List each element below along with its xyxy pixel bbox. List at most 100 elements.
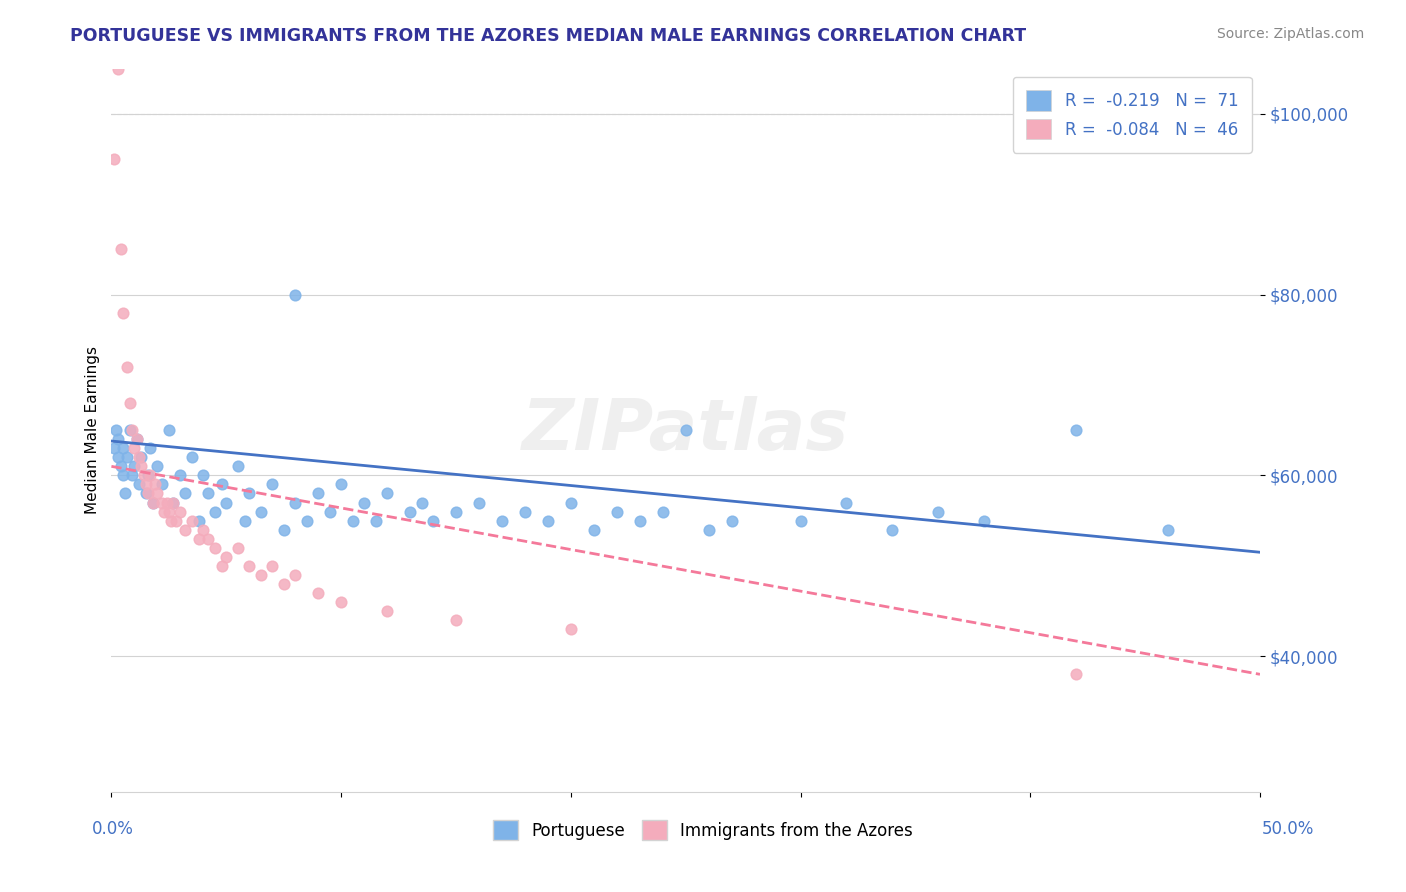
Point [162, 495, 184, 509]
Point [211, 558, 233, 573]
Point [411, 495, 433, 509]
Point [422, 514, 444, 528]
Point [606, 505, 628, 519]
Point [330, 595, 353, 609]
Point [117, 450, 139, 465]
Point [111, 306, 134, 320]
Point [150, 477, 173, 491]
Point [139, 468, 162, 483]
Point [882, 523, 904, 537]
Point [103, 152, 125, 166]
Point [193, 468, 215, 483]
Point [1064, 423, 1087, 437]
Point [249, 505, 271, 519]
Point [136, 468, 159, 483]
Point [150, 495, 173, 509]
Point [675, 423, 697, 437]
Point [110, 243, 132, 257]
Legend: Portuguese, Immigrants from the Azores: Portuguese, Immigrants from the Azores [485, 812, 921, 848]
Point [155, 495, 177, 509]
Point [318, 505, 340, 519]
Point [169, 505, 191, 519]
Point [117, 359, 139, 374]
Point [307, 486, 329, 500]
Point [153, 505, 176, 519]
Point [651, 505, 673, 519]
Point [226, 459, 249, 474]
Point [125, 432, 148, 446]
Point [124, 442, 146, 456]
Point [174, 523, 197, 537]
Legend: R =  -0.219   N =  71, R =  -0.084   N =  46: R = -0.219 N = 71, R = -0.084 N = 46 [1012, 77, 1251, 153]
Point [226, 541, 249, 555]
Point [132, 468, 155, 483]
Point [146, 486, 169, 500]
Point [129, 450, 152, 465]
Point [107, 432, 129, 446]
Point [238, 486, 260, 500]
Point [238, 558, 260, 573]
Point [111, 442, 134, 456]
Text: ZIPatlas: ZIPatlas [522, 396, 849, 465]
Point [537, 514, 560, 528]
Point [125, 432, 148, 446]
Point [157, 423, 180, 437]
Point [582, 523, 605, 537]
Point [330, 477, 353, 491]
Point [139, 442, 162, 456]
Point [273, 577, 295, 591]
Point [262, 477, 284, 491]
Point [160, 514, 183, 528]
Point [835, 495, 858, 509]
Point [973, 514, 995, 528]
Point [399, 505, 422, 519]
Point [180, 514, 202, 528]
Point [233, 514, 256, 528]
Point [1157, 523, 1180, 537]
Point [121, 423, 143, 437]
Point [124, 459, 146, 474]
Point [135, 486, 157, 500]
Point [174, 486, 197, 500]
Point [193, 523, 215, 537]
Point [204, 541, 226, 555]
Point [111, 468, 134, 483]
Point [284, 567, 307, 582]
Point [284, 495, 307, 509]
Point [187, 514, 209, 528]
Point [284, 287, 307, 301]
Point [262, 558, 284, 573]
Y-axis label: Median Male Earnings: Median Male Earnings [86, 346, 100, 514]
Point [468, 495, 491, 509]
Point [197, 532, 219, 546]
Point [215, 495, 238, 509]
Text: PORTUGUESE VS IMMIGRANTS FROM THE AZORES MEDIAN MALE EARNINGS CORRELATION CHART: PORTUGUESE VS IMMIGRANTS FROM THE AZORES… [70, 27, 1026, 45]
Point [136, 486, 159, 500]
Point [103, 442, 125, 456]
Text: Source: ZipAtlas.com: Source: ZipAtlas.com [1216, 27, 1364, 41]
Point [364, 514, 387, 528]
Point [121, 468, 143, 483]
Point [128, 477, 150, 491]
Point [157, 505, 180, 519]
Point [110, 459, 132, 474]
Point [180, 450, 202, 465]
Point [107, 62, 129, 76]
Point [513, 505, 536, 519]
Point [118, 396, 141, 410]
Point [187, 532, 209, 546]
Point [142, 495, 165, 509]
Point [375, 486, 398, 500]
Point [375, 604, 398, 618]
Point [560, 495, 582, 509]
Point [197, 486, 219, 500]
Text: 50.0%: 50.0% [1263, 820, 1315, 838]
Point [128, 450, 150, 465]
Point [204, 505, 226, 519]
Point [342, 514, 364, 528]
Point [444, 505, 467, 519]
Point [927, 505, 949, 519]
Point [165, 514, 187, 528]
Text: 0.0%: 0.0% [91, 820, 134, 838]
Point [491, 514, 513, 528]
